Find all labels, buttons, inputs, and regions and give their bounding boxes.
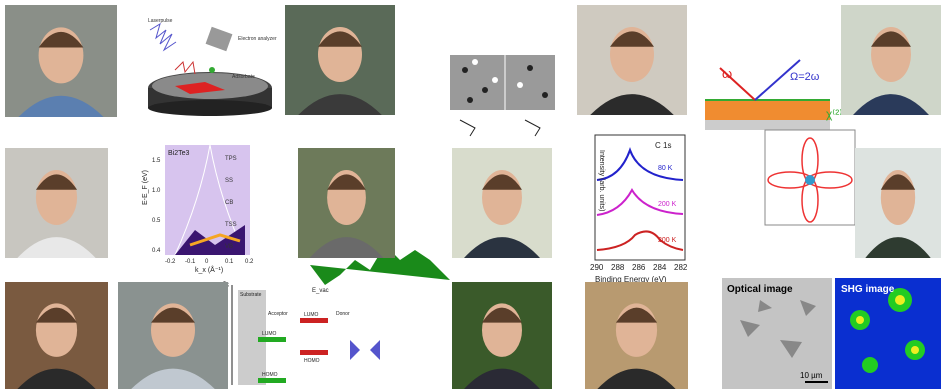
portrait-photo [577, 5, 687, 115]
xps-figure: C 1s Binding Energy (eV) Intensity (arb.… [595, 135, 685, 284]
tick-label: -0.2 [165, 259, 176, 265]
portrait-photo [285, 5, 395, 115]
label: SHG image [841, 284, 895, 295]
tick-label: 1.5 [152, 158, 161, 164]
label: CB [225, 200, 233, 206]
tick-label: 288 [611, 263, 625, 272]
label: HOMO [304, 358, 320, 364]
portrait-photo [585, 282, 688, 389]
label: Adsorbate [232, 74, 255, 80]
tick-label: 284 [653, 263, 667, 272]
label: Bi2Te3 [168, 150, 190, 157]
label: χ⁽²⁾ [826, 107, 842, 121]
portrait-photo [5, 282, 108, 389]
collage: Laserpulse Electron analyzer Adsorbate ω… [0, 0, 941, 389]
label: LUMO [304, 312, 319, 318]
page: Laserpulse Electron analyzer Adsorbate ω… [0, 0, 941, 389]
label: C 1s [655, 141, 671, 150]
setup-figure: Laserpulse Electron analyzer Adsorbate [148, 18, 277, 116]
arpes-figure: Bi2Te3 E-E_F (eV) k_x (Å⁻¹) [142, 145, 250, 274]
label: HOMO [262, 372, 278, 378]
label: 10 µm [800, 371, 823, 380]
axis-label: E-E_F (eV) [142, 170, 149, 205]
energy-figure: Energy E_vac Substrate Acceptor Donor LU… [223, 245, 450, 385]
portrait-photo [298, 148, 395, 258]
portrait-photo [855, 148, 941, 258]
label: Optical image [727, 284, 793, 295]
label: Electron analyzer [238, 36, 277, 42]
label: Donor [336, 311, 350, 317]
label: TSS [225, 222, 237, 228]
portrait-photo [5, 148, 108, 258]
label: SS [225, 178, 233, 184]
tick-label: -0.1 [185, 259, 196, 265]
label: LUMO [262, 331, 277, 337]
tick-label: 0.1 [225, 259, 234, 265]
trace-label: 200 K [658, 201, 677, 208]
tick-label: 1.0 [152, 188, 161, 194]
portrait-photo [118, 282, 228, 389]
tick-label: 0 [205, 259, 209, 265]
portrait-photo [452, 282, 552, 389]
shg-figure: ω Ω=2ω χ⁽²⁾ [705, 60, 855, 225]
label: E_vac [312, 288, 329, 294]
label: Laserpulse [148, 18, 173, 24]
portrait-photo [452, 148, 552, 258]
tick-label: 0.5 [152, 218, 161, 224]
trace-label: 80 K [658, 165, 673, 172]
tick-label: 286 [632, 263, 646, 272]
microscopy-figure: Optical image SHG image 10 µm [722, 278, 941, 389]
label: Acceptor [268, 311, 288, 317]
tick-label: 0.4 [152, 248, 161, 254]
axis-label: k_x (Å⁻¹) [195, 265, 223, 274]
tick-label: 282 [674, 263, 688, 272]
axis-label: Intensity (arb. units) [598, 150, 605, 211]
label: VB [225, 244, 233, 250]
tick-label: 290 [590, 263, 604, 272]
label: Substrate [240, 292, 262, 298]
label: Ω=2ω [790, 71, 820, 83]
stm-figure [450, 55, 555, 136]
label: ω [722, 66, 732, 81]
tick-label: 0.2 [245, 259, 254, 265]
portrait-photo [841, 5, 941, 115]
portrait-photo [5, 5, 117, 117]
trace-label: 200 K [658, 237, 677, 244]
label: TPS [225, 156, 237, 162]
